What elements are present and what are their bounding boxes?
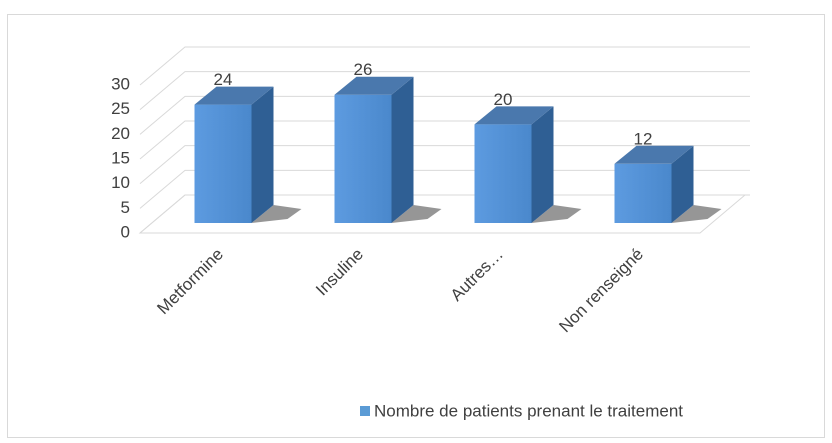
grid-line xyxy=(139,145,750,185)
y-tick-label: 15 xyxy=(111,148,130,167)
bar xyxy=(474,124,532,223)
y-tick-label: 20 xyxy=(111,124,130,143)
grid-line xyxy=(139,46,750,86)
data-label: 24 xyxy=(214,70,233,89)
bar-side xyxy=(671,145,694,223)
bar-top xyxy=(334,76,414,95)
y-tick-label: 25 xyxy=(111,99,130,118)
y-tick-label: 5 xyxy=(121,198,130,217)
grid-line xyxy=(139,120,750,160)
bar xyxy=(334,94,392,223)
grid-line xyxy=(139,71,750,111)
bar-top xyxy=(614,145,694,164)
data-label: 12 xyxy=(634,129,653,148)
y-tick-label: 10 xyxy=(111,173,130,192)
bar xyxy=(194,104,252,223)
data-label: 26 xyxy=(354,60,373,79)
data-label: 20 xyxy=(494,90,513,109)
legend-label: Nombre de patients prenant le traitement xyxy=(374,401,683,420)
grid-line xyxy=(139,95,750,135)
bar-top xyxy=(474,106,554,125)
bar-side xyxy=(391,76,414,223)
bar-side xyxy=(251,86,274,223)
bar-shadow xyxy=(251,205,302,223)
y-tick-label: 30 xyxy=(111,74,130,93)
bar-shadow xyxy=(391,205,442,223)
grid-line xyxy=(139,169,750,209)
bar-side xyxy=(531,106,554,223)
grid-line xyxy=(139,194,750,234)
bar-top xyxy=(194,86,274,105)
bar-shadow xyxy=(671,205,722,223)
bar xyxy=(614,163,672,223)
legend-swatch xyxy=(360,406,370,416)
bar-shadow xyxy=(531,205,582,223)
chart-border xyxy=(7,14,825,438)
y-tick-label: 0 xyxy=(121,222,130,241)
